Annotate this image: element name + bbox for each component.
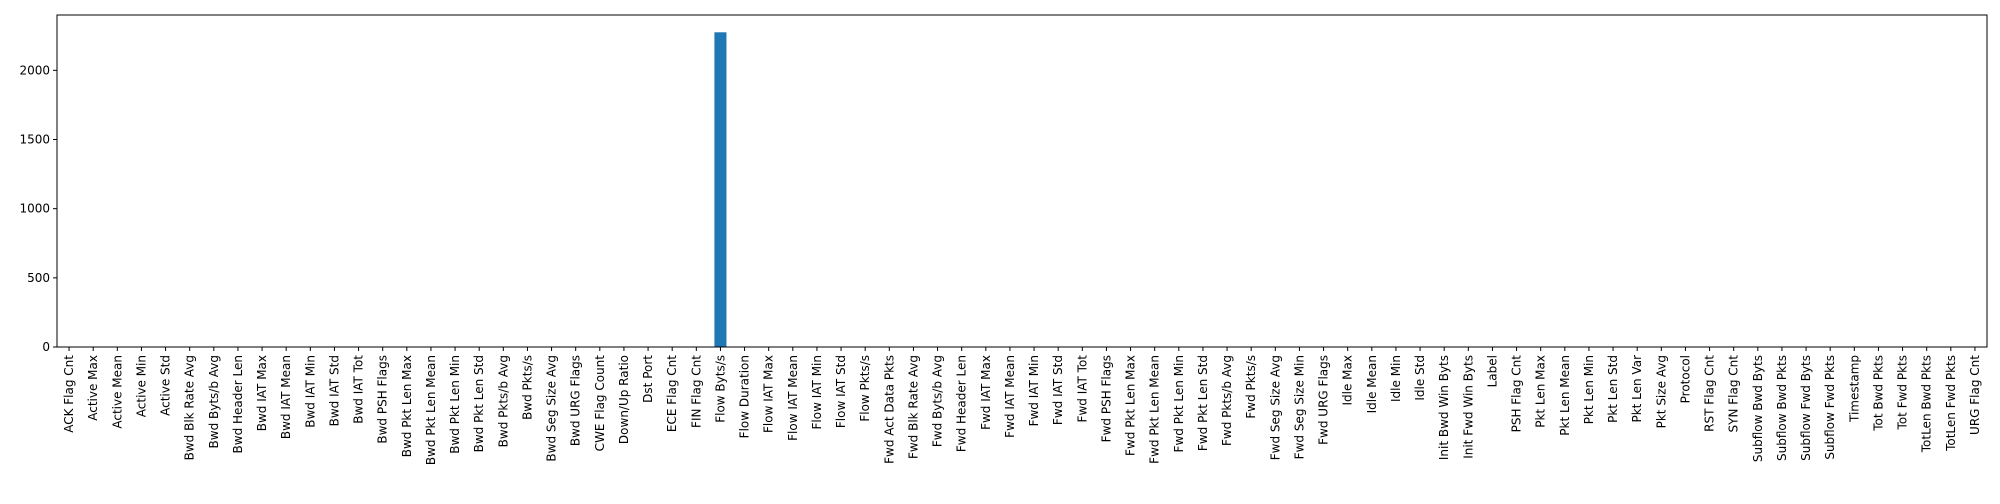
x-tick-label: Pkt Len Std (1606, 355, 1620, 423)
y-tick-label: 2000 (19, 63, 50, 77)
x-tick-label: Flow IAT Mean (786, 355, 800, 441)
x-tick-label: Pkt Size Avg (1654, 355, 1668, 428)
x-tick-label: Active Max (86, 355, 100, 421)
x-tick-label: Pkt Len Max (1534, 355, 1548, 428)
x-tick-label: Fwd Seg Size Min (1292, 355, 1306, 459)
bar (714, 32, 727, 348)
x-tick-label: Bwd IAT Tot (352, 355, 366, 424)
y-tick-label: 1500 (19, 133, 50, 147)
x-tick-label: Dst Port (641, 355, 655, 403)
x-tick-label: Flow IAT Max (762, 355, 776, 433)
x-tick-label: RST Flag Cnt (1703, 355, 1717, 432)
y-axis: 0 500 1000 1500 2000 (19, 63, 57, 354)
x-tick-label: Bwd IAT Mean (279, 355, 293, 439)
x-tick-label: Tot Bwd Pkts (1871, 355, 1885, 432)
x-tick-label: Bwd IAT Max (255, 355, 269, 431)
x-tick-label: Fwd PSH Flags (1099, 355, 1113, 442)
x-tick-label: Protocol (1678, 355, 1692, 403)
x-tick-label: Down/Up Ratio (617, 355, 631, 444)
x-tick-label: Fwd IAT Max (979, 355, 993, 430)
x-tick-label: Bwd Blk Rate Avg (183, 355, 197, 460)
x-tick-label: Idle Max (1341, 355, 1355, 406)
x-tick-label: Fwd Act Data Pkts (882, 355, 896, 464)
x-tick-label: Fwd Blk Rate Avg (906, 355, 920, 459)
x-tick-label: Tot Fwd Pkts (1896, 355, 1910, 430)
x-tick-label: Fwd IAT Mean (1003, 355, 1017, 438)
x-tick-label: Idle Std (1413, 355, 1427, 401)
x-tick-label: Idle Min (1389, 355, 1403, 402)
x-tick-label: Init Fwd Win Byts (1461, 355, 1475, 459)
y-tick-label: 500 (27, 271, 50, 285)
x-tick-label: Bwd Seg Size Avg (545, 355, 559, 462)
x-tick-label: Fwd Pkt Len Min (1172, 355, 1186, 452)
x-tick-label: Bwd Pkt Len Std (472, 355, 486, 452)
x-tick-label: Active Min (134, 355, 148, 417)
x-tick-label: Subflow Bwd Byts (1751, 355, 1765, 462)
bars-group (714, 32, 727, 348)
x-tick-label: Pkt Len Var (1630, 355, 1644, 423)
x-tick-label: Fwd Pkt Len Max (1124, 355, 1138, 456)
x-tick-label: Fwd Pkt Len Std (1196, 355, 1210, 451)
x-tick-label: PSH Flag Cnt (1510, 355, 1524, 433)
x-tick-label: Subflow Bwd Pkts (1775, 355, 1789, 461)
x-tick-label: Fwd IAT Tot (1075, 355, 1089, 423)
x-tick-label: Fwd Byts/b Avg (931, 355, 945, 447)
x-tick-label: Subflow Fwd Byts (1799, 355, 1813, 461)
x-tick-label: Bwd Pkt Len Max (400, 355, 414, 457)
x-tick-label: Pkt Len Mean (1558, 355, 1572, 436)
x-tick-label: Bwd Pkt Len Min (448, 355, 462, 454)
x-tick-label: Bwd Pkts/s (520, 355, 534, 420)
y-tick-label: 1000 (19, 202, 50, 216)
x-tick-label: Subflow Fwd Pkts (1823, 355, 1837, 460)
x-tick-label: Idle Mean (1365, 355, 1379, 413)
x-tick-label: URG Flag Cnt (1968, 355, 1982, 435)
x-tick-label: Flow IAT Std (834, 355, 848, 428)
x-tick-label: Flow IAT Min (810, 355, 824, 429)
x-tick-label: Fwd IAT Min (1027, 355, 1041, 426)
x-tick-label: Fwd Pkt Len Mean (1148, 355, 1162, 464)
y-tick-label: 0 (42, 340, 50, 354)
x-tick-label: TotLen Bwd Pkts (1920, 355, 1934, 453)
x-tick-label: Pkt Len Min (1582, 355, 1596, 424)
x-tick-label: Fwd URG Flags (1317, 355, 1331, 445)
x-tick-label: Flow Pkts/s (858, 355, 872, 422)
x-tick-label: Bwd Pkt Len Mean (424, 355, 438, 465)
x-tick-label: Label (1485, 355, 1499, 387)
x-tick-label: Bwd Header Len (231, 355, 245, 453)
x-tick-label: Active Mean (110, 355, 124, 429)
x-tick-label: Fwd Seg Size Avg (1268, 355, 1282, 460)
x-tick-label: Bwd PSH Flags (376, 355, 390, 444)
x-tick-label: Bwd IAT Std (327, 355, 341, 426)
x-tick-label: Bwd URG Flags (569, 355, 583, 446)
x-tick-label: ACK Flag Cnt (62, 355, 76, 433)
x-tick-label: Flow Byts/s (713, 355, 727, 423)
x-tick-label: Fwd Pkts/b Avg (1220, 355, 1234, 446)
x-tick-label: Fwd IAT Std (1051, 355, 1065, 425)
x-tick-label: Bwd Byts/b Avg (207, 355, 221, 448)
x-tick-label: Flow Duration (738, 355, 752, 438)
x-tick-label: Active Std (159, 355, 173, 416)
x-tick-label: TotLen Fwd Pkts (1944, 355, 1958, 452)
x-tick-label: Bwd IAT Min (303, 355, 317, 428)
x-axis: ACK Flag Cnt Active Max Active Mean Active … (62, 347, 1982, 465)
x-tick-label: FIN Flag Cnt (689, 355, 703, 428)
x-tick-label: SYN Flag Cnt (1727, 355, 1741, 433)
x-tick-label: Fwd Pkts/s (1244, 355, 1258, 419)
x-tick-label: Fwd Header Len (955, 355, 969, 452)
x-tick-label: Bwd Pkts/b Avg (496, 355, 510, 447)
x-tick-label: ECE Flag Cnt (665, 355, 679, 432)
x-tick-label: CWE Flag Count (593, 355, 607, 452)
x-tick-label: Init Bwd Win Byts (1437, 355, 1451, 460)
x-tick-label: Timestamp (1847, 355, 1861, 423)
plot-frame (56, 14, 1988, 348)
